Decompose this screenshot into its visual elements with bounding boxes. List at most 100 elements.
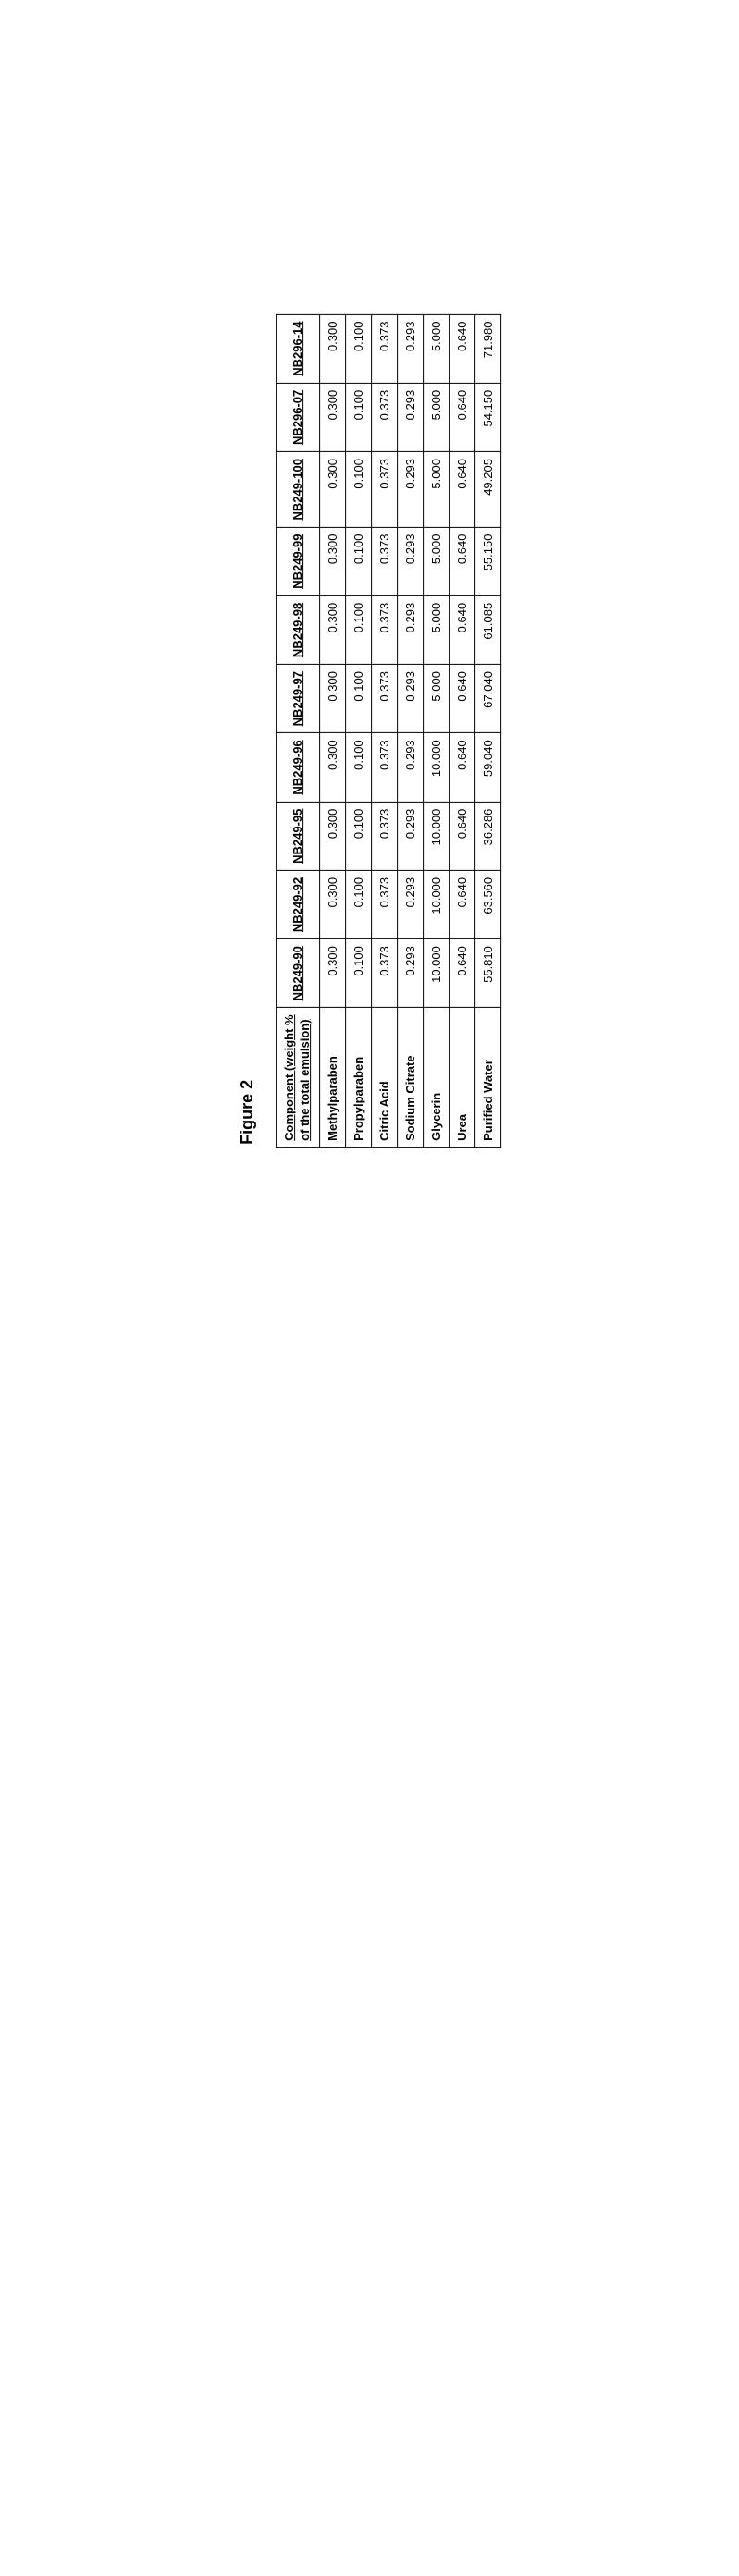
col-header: NB249-99 — [277, 527, 320, 595]
table-cell: 0.100 — [345, 383, 371, 451]
table-cell: 5.000 — [423, 383, 449, 451]
table-cell: 0.640 — [449, 870, 474, 938]
figure-wrapper: Figure 2 Component (weight % of the tota… — [238, 447, 501, 1148]
table-cell: 49.205 — [474, 452, 500, 528]
col-header: NB249-97 — [277, 665, 320, 733]
table-cell: 0.300 — [319, 802, 345, 870]
table-cell: 5.000 — [423, 314, 449, 383]
table-cell: 0.100 — [345, 314, 371, 383]
table-cell: 0.640 — [449, 595, 474, 664]
table-cell: 0.373 — [371, 802, 397, 870]
table-cell: 55.150 — [474, 527, 500, 595]
col-header: NB249-98 — [277, 595, 320, 664]
table-cell: 0.100 — [345, 595, 371, 664]
table-cell: 0.100 — [345, 665, 371, 733]
table-cell: 0.100 — [345, 870, 371, 938]
table-cell: 0.100 — [345, 802, 371, 870]
table-cell: 0.640 — [449, 452, 474, 528]
table-cell: 0.293 — [397, 595, 423, 664]
row-label: Glycerin — [423, 1008, 449, 1148]
table-cell: 0.640 — [449, 314, 474, 383]
table-cell: 5.000 — [423, 527, 449, 595]
table-cell: 0.640 — [449, 527, 474, 595]
table-row: Citric Acid0.3730.3730.3730.3730.3730.37… — [371, 314, 397, 1147]
col-header: NB296-14 — [277, 314, 320, 383]
table-cell: 0.100 — [345, 452, 371, 528]
table-cell: 0.293 — [397, 802, 423, 870]
table-cell: 0.640 — [449, 802, 474, 870]
table-cell: 55.810 — [474, 939, 500, 1008]
table-cell: 0.300 — [319, 733, 345, 802]
table-cell: 59.040 — [474, 733, 500, 802]
table-cell: 61.085 — [474, 595, 500, 664]
table-cell: 10.000 — [423, 733, 449, 802]
table-cell: 0.300 — [319, 452, 345, 528]
table-cell: 0.640 — [449, 939, 474, 1008]
table-cell: 0.100 — [345, 527, 371, 595]
table-cell: 0.100 — [345, 939, 371, 1008]
table-cell: 5.000 — [423, 452, 449, 528]
table-cell: 10.000 — [423, 870, 449, 938]
table-row: Purified Water55.81063.56036.28659.04067… — [474, 314, 500, 1147]
table-cell: 0.373 — [371, 733, 397, 802]
table-cell: 0.293 — [397, 527, 423, 595]
table-cell: 10.000 — [423, 939, 449, 1008]
table-cell: 0.300 — [319, 314, 345, 383]
table-body: Methylparaben0.3000.3000.3000.3000.3000.… — [319, 314, 500, 1147]
row-label: Sodium Citrate — [397, 1008, 423, 1148]
table-cell: 5.000 — [423, 595, 449, 664]
table-cell: 10.000 — [423, 802, 449, 870]
component-header-line2: of the total emulsion) — [298, 1019, 312, 1140]
table-cell: 36.286 — [474, 802, 500, 870]
table-cell: 0.293 — [397, 939, 423, 1008]
table-cell: 0.293 — [397, 314, 423, 383]
table-cell: 0.373 — [371, 870, 397, 938]
table-cell: 0.300 — [319, 595, 345, 664]
table-cell: 0.640 — [449, 383, 474, 451]
col-header: NB249-90 — [277, 939, 320, 1008]
col-header: NB249-96 — [277, 733, 320, 802]
table-cell: 0.293 — [397, 733, 423, 802]
table-cell: 0.373 — [371, 939, 397, 1008]
table-header-row: Component (weight % of the total emulsio… — [277, 314, 320, 1147]
row-label: Urea — [449, 1008, 474, 1148]
row-label: Propylparaben — [345, 1008, 371, 1148]
col-header: NB249-100 — [277, 452, 320, 528]
table-cell: 0.293 — [397, 383, 423, 451]
table-cell: 0.640 — [449, 733, 474, 802]
table-cell: 0.373 — [371, 452, 397, 528]
row-label: Purified Water — [474, 1008, 500, 1148]
table-cell: 0.373 — [371, 665, 397, 733]
component-header-line1: Component (weight % — [282, 1014, 296, 1141]
row-label: Methylparaben — [319, 1008, 345, 1148]
figure-title: Figure 2 — [238, 447, 257, 1148]
table-row: Propylparaben0.1000.1000.1000.1000.1000.… — [345, 314, 371, 1147]
composition-table: Component (weight % of the total emulsio… — [276, 314, 501, 1148]
table-cell: 0.293 — [397, 870, 423, 938]
table-cell: 0.293 — [397, 452, 423, 528]
table-row: Urea0.6400.6400.6400.6400.6400.6400.6400… — [449, 314, 474, 1147]
table-cell: 0.293 — [397, 665, 423, 733]
table-cell: 0.300 — [319, 383, 345, 451]
table-cell: 0.640 — [449, 665, 474, 733]
table-cell: 0.373 — [371, 527, 397, 595]
table-row: Methylparaben0.3000.3000.3000.3000.3000.… — [319, 314, 345, 1147]
table-row: Sodium Citrate0.2930.2930.2930.2930.2930… — [397, 314, 423, 1147]
table-cell: 0.373 — [371, 595, 397, 664]
row-label: Citric Acid — [371, 1008, 397, 1148]
table-cell: 67.040 — [474, 665, 500, 733]
col-header: NB296-07 — [277, 383, 320, 451]
table-cell: 63.560 — [474, 870, 500, 938]
col-header: NB249-95 — [277, 802, 320, 870]
table-cell: 0.300 — [319, 870, 345, 938]
table-cell: 0.300 — [319, 665, 345, 733]
table-cell: 71.980 — [474, 314, 500, 383]
table-cell: 5.000 — [423, 665, 449, 733]
table-cell: 0.300 — [319, 527, 345, 595]
table-cell: 0.100 — [345, 733, 371, 802]
table-cell: 0.300 — [319, 939, 345, 1008]
table-cell: 54.150 — [474, 383, 500, 451]
table-row: Glycerin10.00010.00010.00010.0005.0005.0… — [423, 314, 449, 1147]
table-cell: 0.373 — [371, 383, 397, 451]
col-header: NB249-92 — [277, 870, 320, 938]
